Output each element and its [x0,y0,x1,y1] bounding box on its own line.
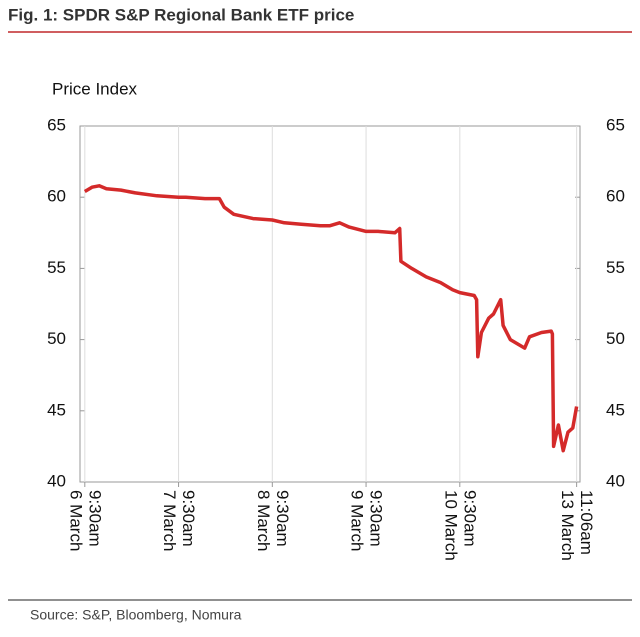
x-tick-date: 9 March [348,490,367,551]
y-axis-label: Price Index [52,79,138,98]
source: Source: S&P, Bloomberg, Nomura [30,607,242,623]
y2-tick-label: 65 [606,115,625,134]
x-tick-label: 9:30am [273,490,292,547]
x-tick-date: 13 March [558,490,577,561]
y2-tick-label: 60 [606,187,625,206]
x-tick-label: 9:30am [460,490,479,547]
plot-frame [79,125,581,483]
x-tick-label: 11:06am [577,490,596,555]
y2-tick-label: 40 [606,471,625,490]
y-tick-label: 45 [47,400,66,419]
x-tick-label: 9:30am [367,490,386,547]
x-tick-label: 9:30am [85,490,104,547]
x-tick-date: 8 March [254,490,273,551]
x-tick-date: 6 March [66,490,85,551]
x-tick-label: 9:30am [179,490,198,547]
y-tick-label: 55 [47,258,66,277]
y-tick-label: 50 [47,329,66,348]
chart-title: Fig. 1: SPDR S&P Regional Bank ETF price [8,5,354,24]
x-tick-date: 7 March [160,490,179,551]
y2-tick-label: 50 [606,329,625,348]
x-tick-date: 10 March [441,490,460,561]
y2-tick-label: 55 [606,258,625,277]
price-line [83,184,579,453]
y-tick-label: 40 [47,471,66,490]
y2-tick-label: 45 [606,400,625,419]
y-tick-label: 65 [47,115,66,134]
y-tick-label: 60 [47,187,66,206]
